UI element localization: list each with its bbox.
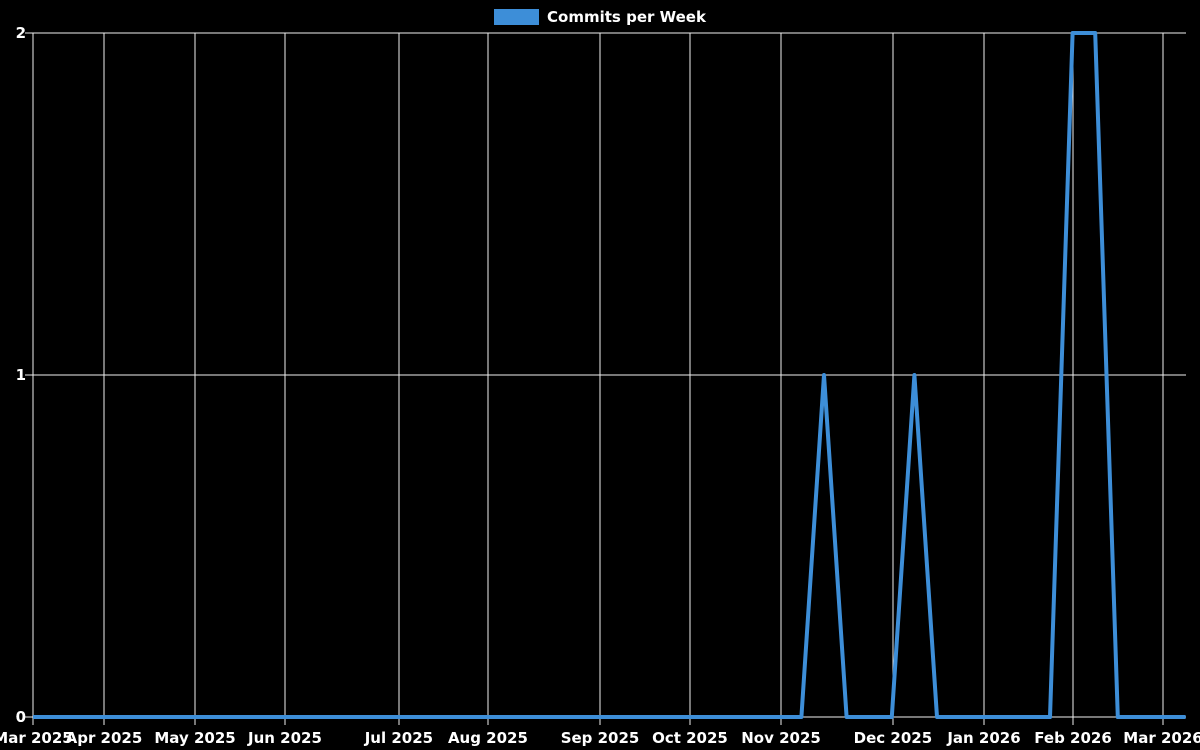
x-tick-label: Sep 2025 xyxy=(560,729,640,747)
legend-label: Commits per Week xyxy=(547,8,706,26)
x-tick-label: Jun 2025 xyxy=(248,729,322,747)
x-tick-label: Jul 2025 xyxy=(364,729,434,747)
y-tick-label: 0 xyxy=(15,708,26,726)
x-tick-label: Mar 2025 xyxy=(0,729,73,747)
x-tick-label: Jan 2026 xyxy=(947,729,1021,747)
legend-swatch-commits xyxy=(494,9,540,25)
commits-series-line xyxy=(33,31,1186,719)
x-tick-label: Aug 2025 xyxy=(447,729,528,747)
x-tick-label: May 2025 xyxy=(154,729,236,747)
x-tick-label: Feb 2026 xyxy=(1034,729,1112,747)
x-tick-label: Dec 2025 xyxy=(853,729,933,747)
x-tick-label: Apr 2025 xyxy=(65,729,143,747)
x-tick-label: Nov 2025 xyxy=(741,729,821,747)
y-tick-label: 1 xyxy=(15,366,26,384)
x-tick-label: Mar 2026 xyxy=(1123,729,1200,747)
x-tick-label: Oct 2025 xyxy=(652,729,728,747)
legend[interactable]: Commits per Week xyxy=(0,7,1200,27)
y-tick-label: 2 xyxy=(15,24,26,42)
